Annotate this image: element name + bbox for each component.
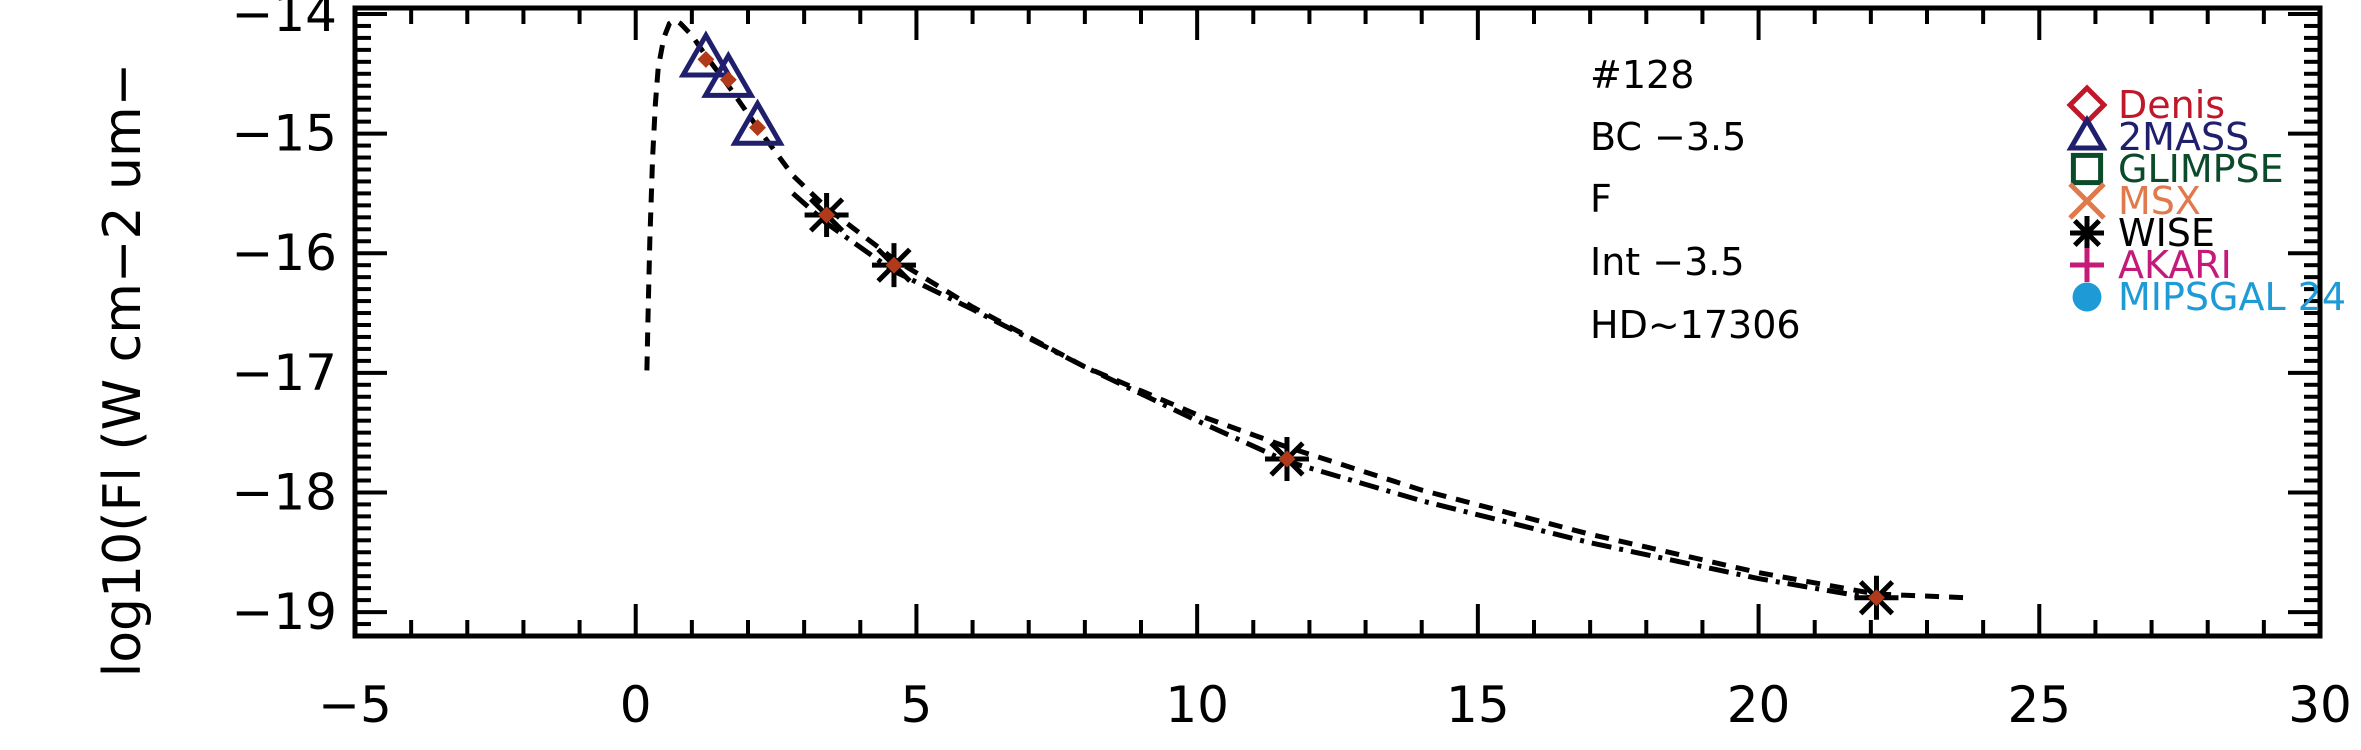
y-tick-label: −15 xyxy=(231,105,337,163)
annotation-text: HD~17306 xyxy=(1590,303,1801,347)
data-points xyxy=(678,30,1899,620)
x-tick-label: −5 xyxy=(318,676,392,734)
y-tick-label: −17 xyxy=(231,344,337,402)
axis-ticks xyxy=(353,8,2322,638)
legend-marker-wise xyxy=(2070,216,2104,250)
x-tick-label: 25 xyxy=(2007,676,2071,734)
y-tick-label: −16 xyxy=(231,224,337,282)
y-tick-label: −19 xyxy=(231,583,337,641)
legend-label: MSX xyxy=(2118,179,2201,223)
data-point-model xyxy=(818,206,836,224)
legend-label: WISE xyxy=(2118,211,2215,255)
annotation-text: BC −3.5 xyxy=(1590,115,1746,159)
x-tick-labels: −5 0 5 10 15 20 25 30 xyxy=(318,676,2352,734)
legend-label: GLIMPSE xyxy=(2118,147,2284,191)
data-point-model xyxy=(1868,589,1885,607)
legend-marker-glimpse xyxy=(2070,152,2104,186)
data-point-2mass xyxy=(730,98,785,146)
model-curve-dash-dot xyxy=(791,191,1877,602)
x-tick-label: 5 xyxy=(901,676,933,734)
data-point-model xyxy=(697,51,715,68)
data-point-2mass xyxy=(701,50,756,98)
legend-label: Denis xyxy=(2118,83,2225,127)
y-tick-labels: −19 −18 −17 −16 −15 −14 xyxy=(231,0,337,641)
annotations: #128 BC −3.5 F Int −3.5 HD~17306 xyxy=(1590,53,1801,347)
x-tick-label: 0 xyxy=(620,676,652,734)
y-tick-label: −14 xyxy=(231,0,337,43)
plot-frame xyxy=(352,5,2323,639)
y-tick-label: −18 xyxy=(231,463,337,521)
annotation-text: Int −3.5 xyxy=(1590,240,1745,284)
data-point-2mass xyxy=(678,30,734,78)
legend-marker-msx xyxy=(2068,182,2106,220)
model-curve-dashed xyxy=(644,17,1967,601)
legend-marker-2mass xyxy=(2066,114,2108,151)
annotation-text: F xyxy=(1590,177,1612,221)
x-tick-label: 30 xyxy=(2288,676,2352,734)
legend-marker-mipsgal-24 xyxy=(2072,282,2102,312)
legend-label: 2MASS xyxy=(2118,115,2249,159)
data-point-model xyxy=(719,71,737,89)
annotation-text: #128 xyxy=(1590,53,1694,97)
x-tick-label: 15 xyxy=(1446,676,1510,734)
legend-marker-akari xyxy=(2070,248,2104,282)
model-curves xyxy=(644,17,1967,602)
legend-label: MIPSGAL 24 xyxy=(2118,275,2346,319)
legend-label: AKARI xyxy=(2118,243,2232,287)
data-point-model xyxy=(885,256,903,274)
x-tick-label: 10 xyxy=(1165,676,1229,734)
data-point-model xyxy=(1278,450,1296,468)
x-tick-label: 20 xyxy=(1727,676,1791,734)
y-axis-title: log10(Fl (W cm−2 um− xyxy=(93,63,153,677)
data-point-model xyxy=(749,119,766,137)
